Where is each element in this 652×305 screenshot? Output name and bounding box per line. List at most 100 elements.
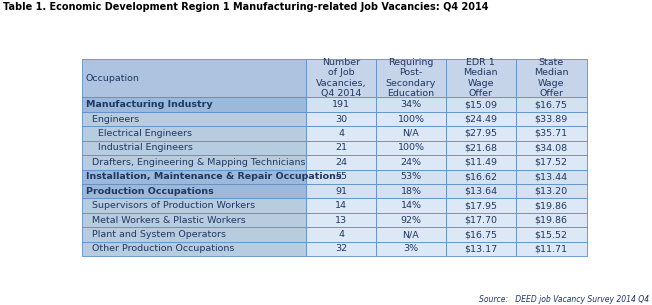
Text: Source:   DEED job Vacancy Survey 2014 Q4: Source: DEED job Vacancy Survey 2014 Q4 (479, 295, 649, 304)
Text: Number
of Job
Vacancies,
Q4 2014: Number of Job Vacancies, Q4 2014 (316, 58, 366, 98)
Text: $35.71: $35.71 (535, 129, 568, 138)
Bar (376, 227, 446, 242)
Bar (446, 155, 516, 170)
Bar (516, 184, 587, 199)
Text: 34%: 34% (400, 100, 422, 109)
Text: $19.86: $19.86 (535, 201, 568, 210)
Bar (516, 242, 587, 256)
Bar (82, 97, 306, 112)
Text: $16.75: $16.75 (464, 230, 497, 239)
Bar (306, 199, 376, 213)
Text: 13: 13 (335, 216, 348, 224)
Bar (446, 170, 516, 184)
Bar (376, 112, 446, 126)
Text: Electrical Engineers: Electrical Engineers (85, 129, 192, 138)
Text: $17.95: $17.95 (464, 201, 497, 210)
Text: 30: 30 (335, 115, 348, 124)
Text: Plant and System Operators: Plant and System Operators (85, 230, 226, 239)
Bar (82, 199, 306, 213)
Text: 191: 191 (333, 100, 350, 109)
Text: $13.20: $13.20 (535, 187, 568, 196)
Bar (446, 97, 516, 112)
Bar (446, 112, 516, 126)
Bar (446, 184, 516, 199)
Bar (82, 141, 306, 155)
Bar (306, 242, 376, 256)
Text: 14%: 14% (400, 201, 421, 210)
Bar (376, 213, 446, 227)
Text: 32: 32 (335, 245, 348, 253)
Bar (306, 170, 376, 184)
Text: Supervisors of Production Workers: Supervisors of Production Workers (85, 201, 255, 210)
Bar (516, 141, 587, 155)
Text: 91: 91 (335, 187, 348, 196)
Text: $19.86: $19.86 (535, 216, 568, 224)
Text: EDR 1
Median
Wage
Offer: EDR 1 Median Wage Offer (464, 58, 498, 98)
Bar (446, 126, 516, 141)
Bar (376, 155, 446, 170)
Bar (82, 59, 306, 97)
Text: $16.62: $16.62 (464, 172, 497, 181)
Bar (376, 199, 446, 213)
Text: $33.89: $33.89 (535, 115, 568, 124)
Text: Industrial Engineers: Industrial Engineers (85, 143, 192, 152)
Text: Installation, Maintenance & Repair Occupations: Installation, Maintenance & Repair Occup… (85, 172, 341, 181)
Text: 3%: 3% (404, 245, 419, 253)
Text: 53%: 53% (400, 172, 422, 181)
Bar (82, 112, 306, 126)
Bar (446, 141, 516, 155)
Text: $11.71: $11.71 (535, 245, 568, 253)
Text: Drafters, Engineering & Mapping Technicians: Drafters, Engineering & Mapping Technici… (85, 158, 305, 167)
Bar (376, 170, 446, 184)
Text: Production Occupations: Production Occupations (85, 187, 213, 196)
Bar (306, 112, 376, 126)
Text: 100%: 100% (398, 143, 424, 152)
Bar (306, 59, 376, 97)
Text: $17.52: $17.52 (535, 158, 568, 167)
Bar (516, 112, 587, 126)
Text: 14: 14 (335, 201, 348, 210)
Bar (446, 242, 516, 256)
Text: $24.49: $24.49 (464, 115, 497, 124)
Bar (306, 184, 376, 199)
Text: Table 1. Economic Development Region 1 Manufacturing-related Job Vacancies: Q4 2: Table 1. Economic Development Region 1 M… (3, 2, 489, 12)
Bar (516, 170, 587, 184)
Text: 24%: 24% (400, 158, 421, 167)
Bar (376, 242, 446, 256)
Bar (376, 184, 446, 199)
Bar (82, 155, 306, 170)
Text: Other Production Occupations: Other Production Occupations (85, 245, 234, 253)
Text: N/A: N/A (402, 230, 419, 239)
Bar (446, 199, 516, 213)
Text: 4: 4 (338, 129, 344, 138)
Text: $15.52: $15.52 (535, 230, 568, 239)
Text: 4: 4 (338, 230, 344, 239)
Bar (82, 227, 306, 242)
Text: N/A: N/A (402, 129, 419, 138)
Text: 92%: 92% (400, 216, 421, 224)
Text: 100%: 100% (398, 115, 424, 124)
Bar (306, 227, 376, 242)
Bar (306, 97, 376, 112)
Bar (516, 126, 587, 141)
Bar (82, 170, 306, 184)
Text: Metal Workers & Plastic Workers: Metal Workers & Plastic Workers (85, 216, 245, 224)
Text: $13.17: $13.17 (464, 245, 497, 253)
Text: Requiring
Post-
Secondary
Education: Requiring Post- Secondary Education (386, 58, 436, 98)
Bar (446, 227, 516, 242)
Text: 55: 55 (335, 172, 348, 181)
Bar (306, 155, 376, 170)
Text: Occupation: Occupation (85, 74, 140, 83)
Bar (376, 59, 446, 97)
Bar (516, 199, 587, 213)
Bar (306, 126, 376, 141)
Text: 24: 24 (335, 158, 348, 167)
Bar (446, 213, 516, 227)
Text: $16.75: $16.75 (535, 100, 568, 109)
Bar (306, 141, 376, 155)
Text: $17.70: $17.70 (464, 216, 497, 224)
Text: State
Median
Wage
Offer: State Median Wage Offer (534, 58, 569, 98)
Bar (376, 141, 446, 155)
Bar (376, 97, 446, 112)
Text: 18%: 18% (400, 187, 421, 196)
